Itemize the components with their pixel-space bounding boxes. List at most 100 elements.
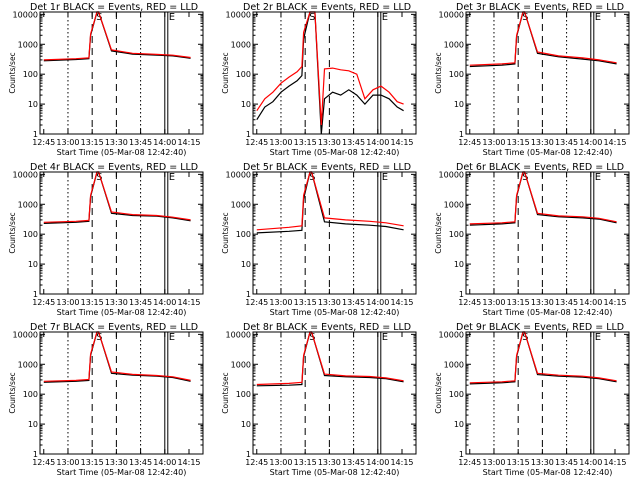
y-tick-label: 100: [236, 70, 251, 79]
y-tick-label: 100: [449, 70, 464, 79]
y-tick-label: 10: [241, 420, 251, 429]
time-marker-label: S: [522, 172, 528, 183]
x-tick-label: 13:15: [507, 138, 530, 147]
x-axis-label: Start Time (05-Mar-08 12:42:40): [483, 148, 613, 157]
x-axis-label: Start Time (05-Mar-08 12:42:40): [270, 308, 400, 317]
plot-frame: [39, 171, 204, 295]
time-marker-label: S: [96, 172, 102, 183]
time-marker-label: E: [595, 332, 601, 343]
y-tick-label: 10000: [226, 10, 251, 19]
time-marker-label: E: [169, 172, 175, 183]
x-tick-label: 14:15: [390, 458, 413, 467]
plot-frame: [252, 11, 417, 135]
time-marker-label: E: [169, 12, 175, 23]
y-tick-label: 10: [454, 100, 464, 109]
x-tick-label: 13:00: [482, 298, 505, 307]
y-tick-label: 10: [241, 100, 251, 109]
y-tick-label: 1000: [444, 200, 464, 209]
x-tick-label: 13:00: [56, 138, 79, 147]
x-tick-label: 13:45: [555, 458, 578, 467]
plot-frame: [39, 11, 204, 135]
y-axis-label: Counts/sec: [434, 372, 443, 413]
time-marker-label: E: [595, 12, 601, 23]
x-tick-label: 14:15: [603, 298, 626, 307]
panel-title: Det 3r BLACK = Events, RED = LLD: [456, 2, 624, 13]
series-lld-line: [256, 11, 404, 126]
x-tick-label: 12:45: [458, 298, 481, 307]
time-marker-label: S: [96, 12, 102, 23]
panel-title: Det 6r BLACK = Events, RED = LLD: [456, 162, 624, 173]
y-tick-label: 1000: [444, 360, 464, 369]
x-tick-label: 13:15: [294, 458, 317, 467]
x-tick-label: 13:15: [81, 458, 104, 467]
time-marker-label: S: [522, 332, 528, 343]
y-tick-label: 10000: [439, 170, 464, 179]
x-tick-label: 13:30: [531, 298, 554, 307]
series-events-line: [256, 11, 404, 135]
plot-frame: [252, 171, 417, 295]
x-axis-label: Start Time (05-Mar-08 12:42:40): [57, 148, 187, 157]
y-tick-label: 1000: [231, 200, 251, 209]
x-tick-label: 14:00: [366, 298, 389, 307]
x-tick-label: 14:15: [177, 298, 200, 307]
y-tick-label: 1000: [444, 40, 464, 49]
y-tick-label: 1000: [18, 360, 38, 369]
panel-title: Det 5r BLACK = Events, RED = LLD: [243, 162, 411, 173]
x-tick-label: 14:15: [603, 138, 626, 147]
x-tick-label: 14:15: [177, 458, 200, 467]
y-tick-label: 10000: [226, 170, 251, 179]
y-tick-label: 10: [28, 420, 38, 429]
x-tick-label: 13:00: [56, 298, 79, 307]
x-tick-label: 14:00: [153, 298, 176, 307]
x-tick-label: 13:00: [269, 138, 292, 147]
x-tick-label: 12:45: [458, 138, 481, 147]
time-marker-label: E: [595, 172, 601, 183]
x-tick-label: 14:00: [579, 458, 602, 467]
x-tick-label: 14:15: [390, 138, 413, 147]
x-tick-label: 13:00: [56, 458, 79, 467]
y-tick-label: 100: [23, 230, 38, 239]
panel-title: Det 4r BLACK = Events, RED = LLD: [30, 162, 198, 173]
x-tick-label: 13:30: [531, 458, 554, 467]
y-tick-label: 10000: [13, 170, 38, 179]
y-tick-label: 1: [246, 130, 251, 139]
y-tick-label: 1000: [18, 200, 38, 209]
x-tick-label: 14:15: [603, 458, 626, 467]
y-tick-label: 100: [449, 390, 464, 399]
y-tick-label: 10000: [13, 330, 38, 339]
time-marker-label: S: [522, 12, 528, 23]
x-axis-label: Start Time (05-Mar-08 12:42:40): [270, 148, 400, 157]
time-marker-label: E: [382, 12, 388, 23]
x-tick-label: 13:15: [81, 138, 104, 147]
plot-frame: [465, 11, 630, 135]
x-tick-label: 13:00: [482, 458, 505, 467]
panel-title: Det 2r BLACK = Events, RED = LLD: [243, 2, 411, 13]
x-tick-label: 14:00: [366, 458, 389, 467]
y-axis-label: Counts/sec: [221, 372, 230, 413]
x-tick-label: 13:45: [129, 138, 152, 147]
time-marker-label: E: [382, 172, 388, 183]
y-tick-label: 100: [23, 70, 38, 79]
y-tick-label: 1: [246, 290, 251, 299]
y-tick-label: 1000: [231, 40, 251, 49]
y-axis-label: Counts/sec: [8, 212, 17, 253]
x-tick-label: 12:45: [245, 138, 268, 147]
y-tick-label: 100: [23, 390, 38, 399]
x-tick-label: 13:15: [294, 138, 317, 147]
y-tick-label: 10: [28, 260, 38, 269]
y-tick-label: 1: [33, 450, 38, 459]
x-axis-label: Start Time (05-Mar-08 12:42:40): [483, 468, 613, 477]
y-axis-label: Counts/sec: [8, 372, 17, 413]
time-marker-label: S: [309, 172, 315, 183]
x-tick-label: 13:45: [342, 458, 365, 467]
plot-frame: [252, 331, 417, 455]
plot-frame: [465, 171, 630, 295]
x-tick-label: 12:45: [245, 458, 268, 467]
